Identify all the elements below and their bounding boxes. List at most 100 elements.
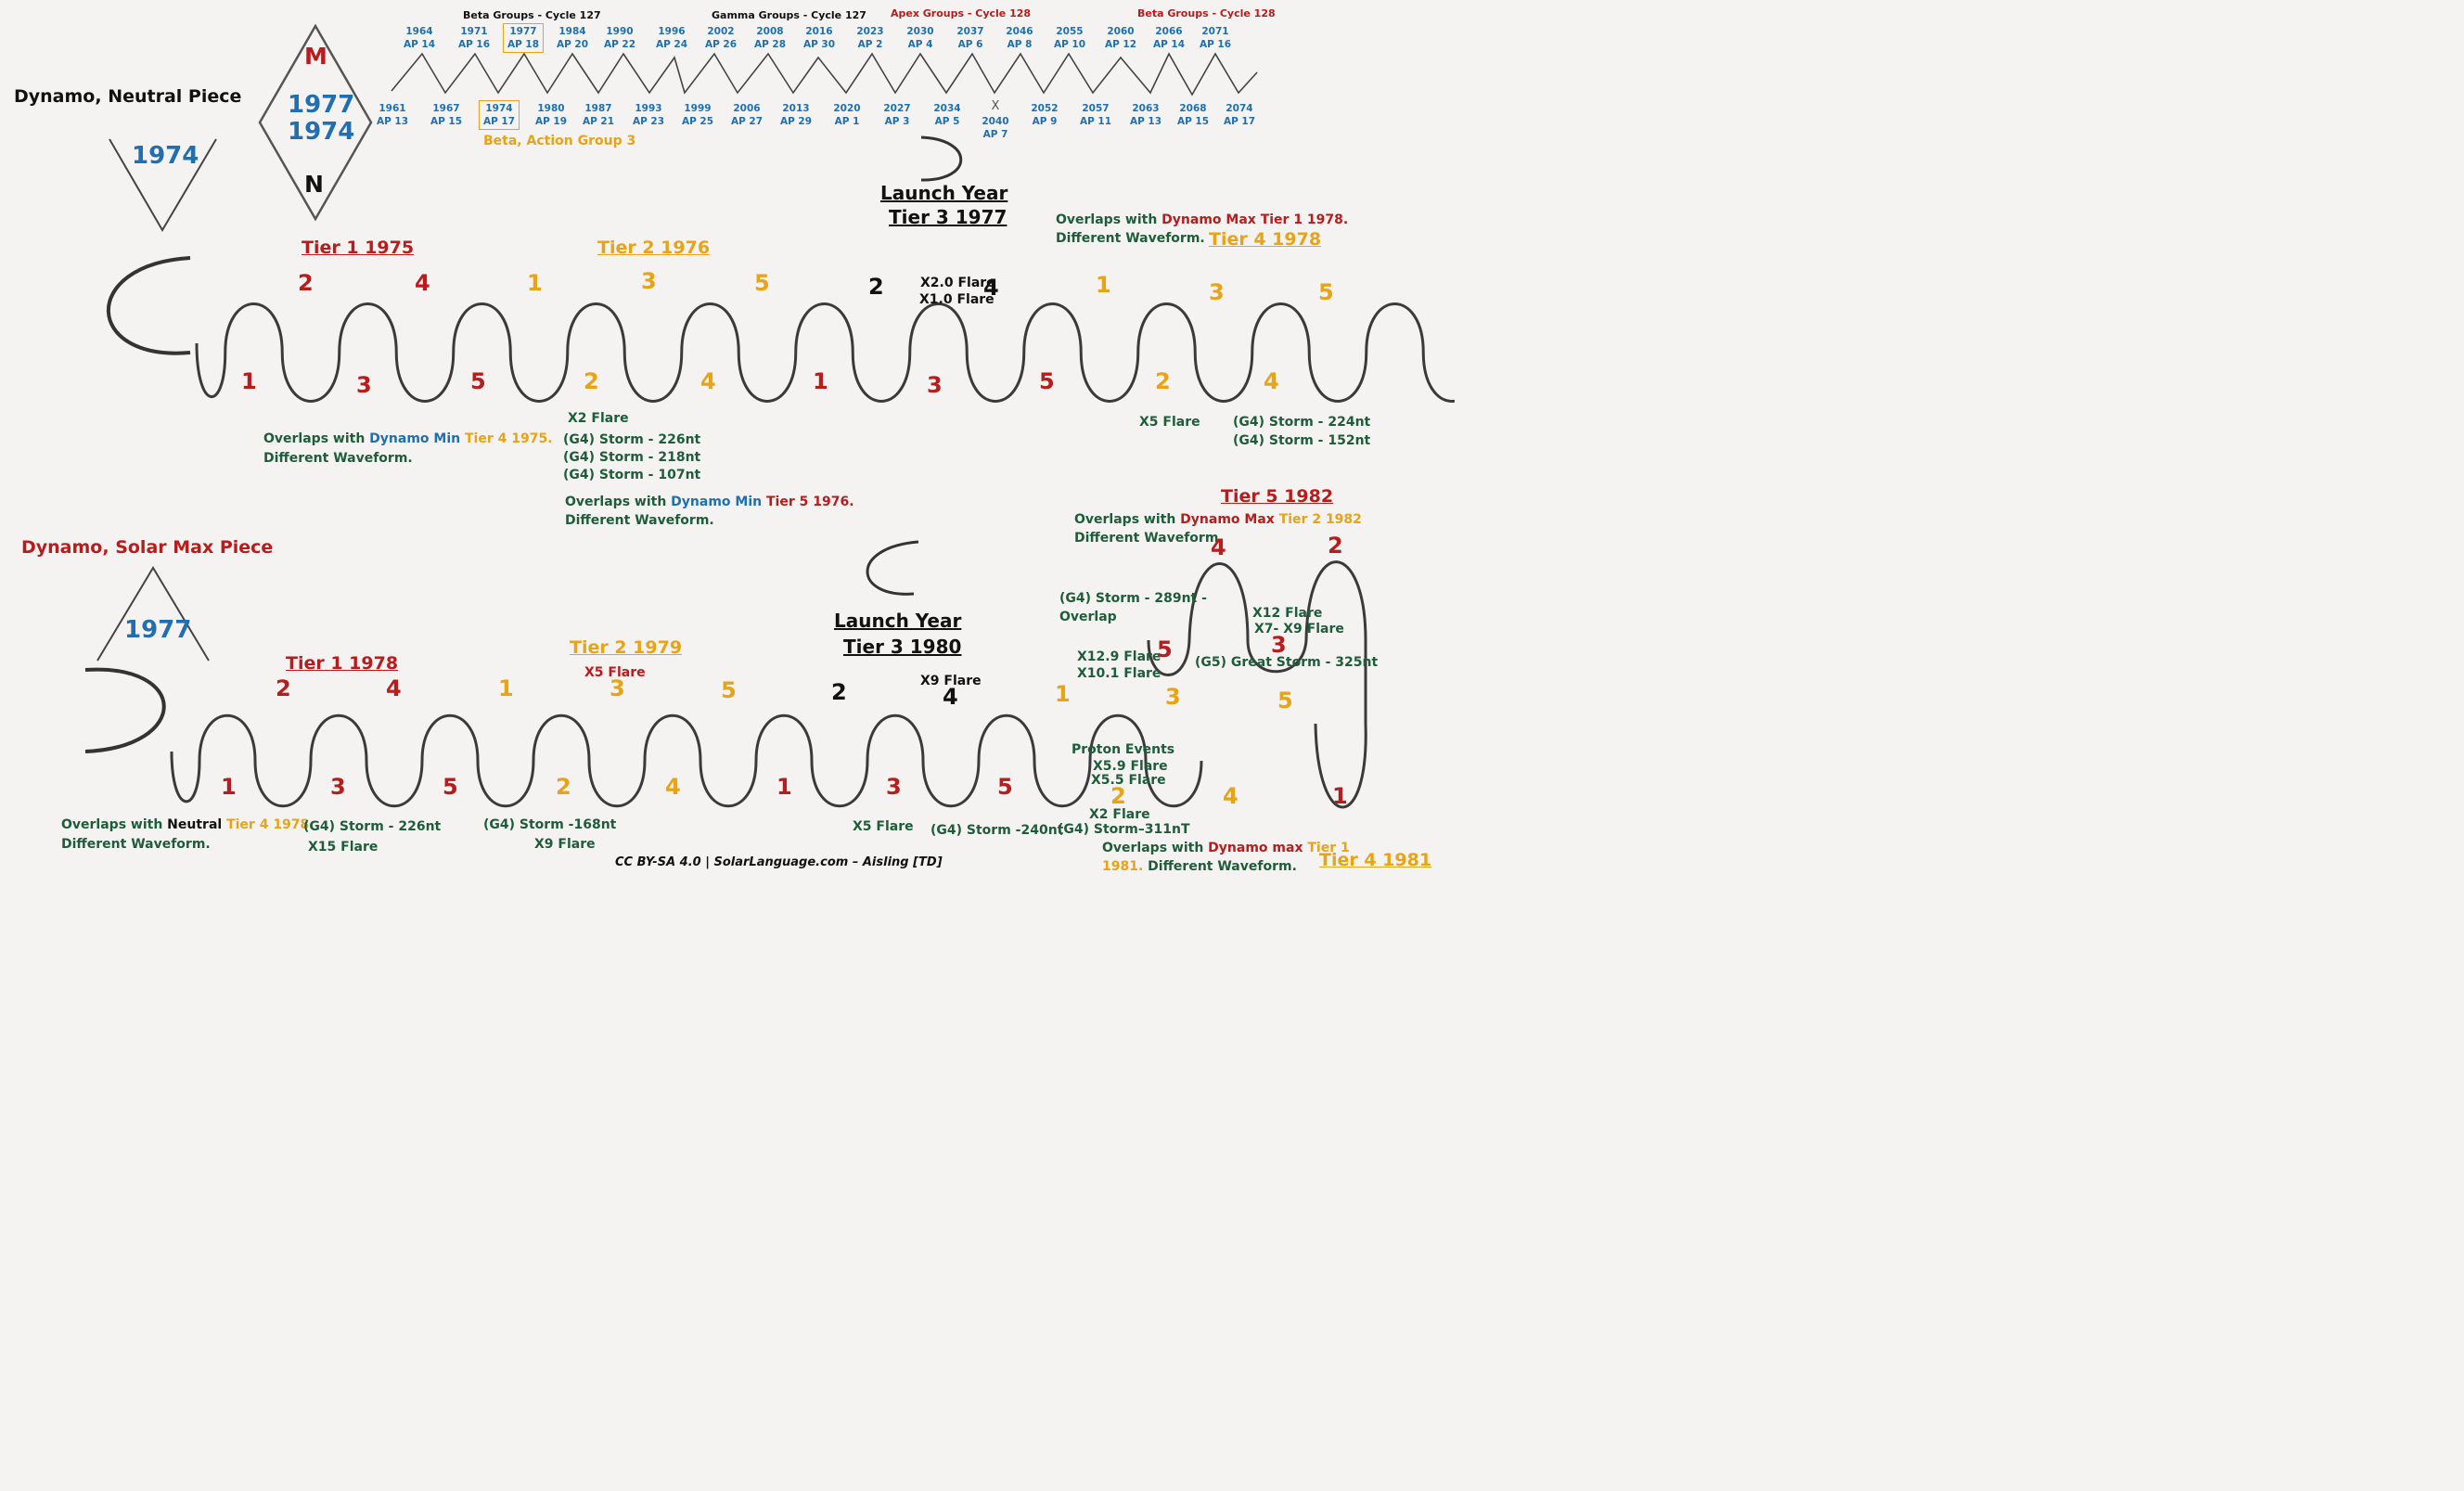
wave-number: 1 [1055,681,1071,707]
year-label-line: AP 13 [1129,116,1162,128]
max-launch-line1: Launch Year [834,610,962,632]
year-label: 1984 AP 20 [554,25,591,51]
year-label-line: AP 27 [730,116,764,128]
year-label: 1987 AP 21 [580,102,617,128]
launch-arc-max [866,540,919,596]
max-overlap-2-waveform: Different Waveform. [1074,531,1224,546]
year-label-line: 2066 [1155,26,1183,37]
wave-number: 1 [776,774,792,800]
wave-number: 1 [221,774,237,800]
year-label-line: AP 6 [957,39,983,51]
year-label-line: AP 28 [753,39,787,51]
wave-number: 5 [1039,368,1055,394]
storm-289-overlap: Overlap [1059,610,1117,624]
year-label-line: AP 7 [982,128,1008,140]
neutral-launch-line1: Launch Year [880,182,1008,204]
year-label: 1990 AP 22 [601,25,638,51]
year-label: 2027 AP 3 [879,102,916,128]
year-label-line: 1964 [405,26,433,37]
storm-240: (G4) Storm -240nt [930,823,1064,838]
wave-number: 5 [443,774,458,800]
neutral-launch-line2: Tier 3 1977 [889,206,1007,228]
wave-number: 3 [610,675,625,701]
neutral-waveform [195,302,1455,403]
year-label: 2037 AP 6 [952,25,989,51]
max-overlap-1: Overlaps with Neutral Tier 4 1978. [61,817,314,832]
year-label: 2063 AP 13 [1127,102,1164,128]
year-label-line: AP 3 [884,116,910,128]
wave-path [170,713,1203,808]
wave-number: 3 [1165,684,1181,710]
year-label: 1977 AP 18 [503,22,544,54]
credit-line: CC BY-SA 4.0 | SolarLanguage.com – Aisli… [615,855,943,869]
neutral-tier2: Tier 2 1976 [597,238,711,258]
year-label-line: AP 13 [376,116,409,128]
neutral-overlap-2-waveform: Different Waveform. [565,513,714,528]
wave-number: 5 [470,368,486,394]
wave-number: 2 [868,274,884,300]
diamond-year-2: 1974 [288,118,355,146]
year-label-line: 1961 [379,103,406,114]
year-label: 2068 AP 15 [1174,102,1212,128]
year-label: 1980 AP 19 [533,102,570,128]
year-label-line: 2071 [1201,26,1229,37]
wave-number: 5 [1277,688,1293,713]
apex-128-header: Apex Groups - Cycle 128 [891,7,1032,19]
diamond-bottom-letter: N [304,171,324,198]
year-label-line: AP 4 [907,39,933,51]
year-label-line: 2046 [1006,26,1033,37]
year-label-line: 2016 [805,26,833,37]
year-label: 2030 AP 4 [902,25,939,51]
flare-x59: X5.9 Flare [1093,759,1168,774]
storm-218-1976: (G4) Storm - 218nt [563,450,701,465]
wave-number: 5 [721,677,737,703]
flare-x10: X1.0 Flare [919,292,995,307]
storm-107-1976: (G4) Storm - 107nt [563,468,701,482]
action-group-label: Beta, Action Group 3 [483,134,636,148]
great-storm-325: (G5) Great Storm - 325nt [1195,655,1379,670]
wave-number: 1 [1096,272,1111,298]
year-label-line: AP 12 [1104,39,1137,51]
wave-number: 1 [1332,783,1348,809]
wave-number: 4 [1264,368,1279,394]
max-title: Dynamo, Solar Max Piece [21,537,274,558]
year-label: 2052 AP 9 [1026,102,1063,128]
wave-number: 2 [298,270,314,296]
wave-number: 4 [943,684,958,710]
year-label-line: 1990 [606,26,634,37]
wave-number: 3 [641,268,657,294]
year-label-line: AP 21 [582,116,615,128]
neutral-tier1: Tier 1 1975 [302,238,415,258]
year-label: 2074 AP 17 [1221,102,1258,128]
year-label: 2046 AP 8 [1001,25,1038,51]
wave-number: 1 [813,368,828,394]
flare-x9-1979: X9 Flare [534,837,596,852]
year-label-line: AP 14 [1152,39,1186,51]
flare-x101: X10.1 Flare [1077,666,1161,681]
year-label: 2006 AP 27 [728,102,765,128]
neutral-v-symbol [109,138,217,232]
neutral-overlap-3-waveform: Different Waveform. [1056,231,1205,246]
year-label-line: AP 10 [1053,39,1086,51]
year-label-line: AP 11 [1079,116,1112,128]
neutral-x2-flare: X2 Flare [568,411,629,426]
max-tier5: Tier 5 1982 [1221,486,1334,507]
max-overlap-1-waveform: Different Waveform. [61,837,211,852]
year-label: 2023 AP 2 [852,25,889,51]
max-x5-1979: X5 Flare [584,665,646,680]
wave-number: 1 [241,368,257,394]
neutral-symbol-year: 1974 [132,142,199,170]
max-overlap-3: Overlaps with Dynamo max Tier 1 [1102,841,1350,855]
year-label: 2008 AP 28 [751,25,789,51]
wave-number: 5 [1318,279,1334,305]
wave-number: 4 [665,774,681,800]
proton-events: Proton Events [1072,742,1175,757]
year-label-line: AP 30 [802,39,836,51]
neutral-title: Dynamo, Neutral Piece [14,86,242,107]
wave-number: 4 [1211,534,1226,560]
wave-number: 3 [927,372,943,398]
year-label-line: AP 26 [704,39,738,51]
ap-zigzag [391,52,1258,96]
wave-number: 2 [831,679,847,705]
year-label-line: AP 17 [482,116,516,128]
